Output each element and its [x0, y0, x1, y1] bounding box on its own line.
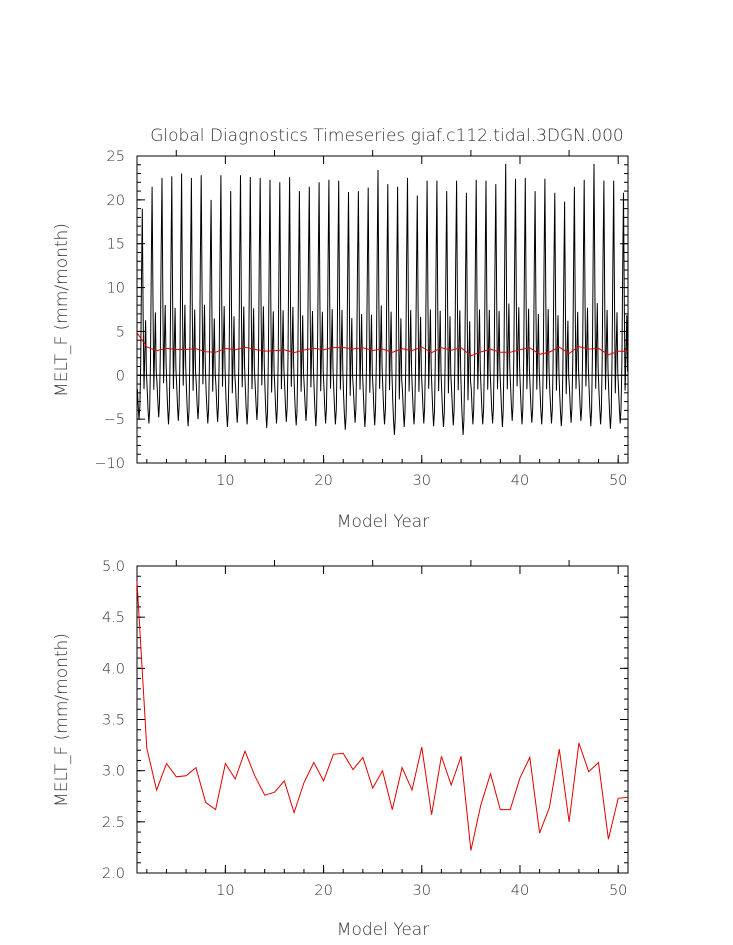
annual-mean-series-line	[136, 581, 629, 851]
y-tick-label: 0	[116, 368, 125, 384]
x-tick-label: 50	[609, 473, 627, 489]
y-tick-label: 2.5	[102, 815, 125, 831]
x-tick-label: 20	[314, 473, 332, 489]
y-axis-label: MELT_F (mm/month)	[52, 223, 72, 397]
y-tick-label: 2.0	[102, 866, 125, 882]
y-tick-label: 15	[107, 237, 125, 253]
x-tick-label: 50	[609, 883, 627, 899]
chart-title: Global Diagnostics Timeseries giaf.c112.…	[150, 126, 624, 146]
axis-ticks	[137, 150, 628, 464]
y-tick-label: 4.5	[102, 610, 125, 626]
y-tick-label: 3.0	[102, 764, 125, 780]
x-tick-label: 40	[511, 883, 529, 899]
y-tick-label: 25	[107, 149, 125, 165]
x-tick-label: 20	[314, 883, 332, 899]
tick-labels: −10 −5 0 5 10 15 20 25 10 20 30 40 50	[94, 149, 627, 489]
series-group	[136, 581, 629, 851]
x-tick-label: 10	[216, 883, 234, 899]
y-tick-label: 3.5	[102, 713, 125, 729]
y-axis-label: MELT_F (mm/month)	[52, 633, 72, 807]
y-tick-label: 5.0	[102, 559, 125, 575]
annual-mean-series-line	[136, 332, 628, 357]
x-tick-label: 30	[413, 473, 431, 489]
plot-frame	[136, 565, 629, 874]
y-tick-label: 5	[116, 324, 125, 340]
top-panel: Global Diagnostics Timeseries giaf.c112.…	[52, 126, 629, 532]
x-tick-label: 40	[511, 473, 529, 489]
x-tick-label: 10	[216, 473, 234, 489]
x-axis-label: Model Year	[337, 920, 429, 940]
y-tick-label: −5	[104, 412, 125, 428]
axis-ticks	[137, 560, 628, 874]
x-tick-label: 30	[413, 883, 431, 899]
series-group	[136, 163, 629, 435]
y-tick-label: 4.0	[102, 661, 125, 677]
x-axis-label: Model Year	[337, 512, 429, 532]
y-tick-label: −10	[94, 456, 125, 472]
y-tick-label: 20	[107, 193, 125, 209]
y-tick-label: 10	[107, 281, 125, 297]
bottom-panel: 2.0 2.5 3.0 3.5 4.0 4.5 5.0 10 20 30 40 50 Model Ye…	[52, 559, 629, 940]
tick-labels: 2.0 2.5 3.0 3.5 4.0 4.5 5.0 10 20 30 40 50	[102, 559, 627, 899]
monthly-series-line	[136, 163, 629, 435]
